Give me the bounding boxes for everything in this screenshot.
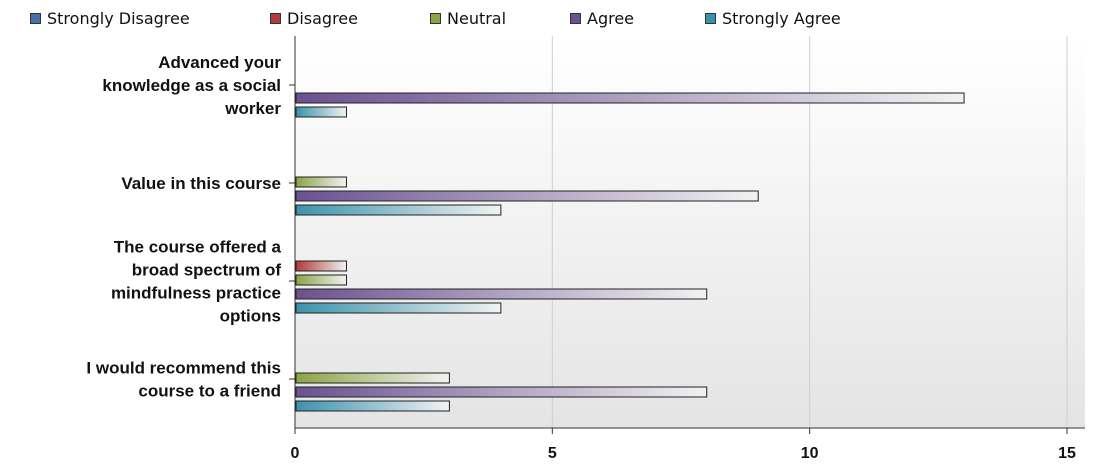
bar-agree [295,92,965,104]
bar-agree [295,288,708,300]
legend-label: Neutral [447,8,507,28]
legend-item-strongly-agree: Strongly Agree [705,8,841,28]
legend-swatch [430,12,441,24]
legend-swatch [570,12,581,24]
bar-strongly-agree [295,204,502,216]
legend-item-strongly-disagree: Strongly Disagree [30,8,190,28]
legend-swatch [705,12,716,24]
bar-neutral [295,176,347,188]
x-tick-label: 0 [291,445,300,462]
bar-agree [295,190,759,202]
legend-label: Strongly Agree [722,8,841,28]
legend-label: Agree [587,8,635,28]
category-label: knowledge as a social [102,76,281,95]
bar-strongly-agree [295,302,502,314]
bar-agree [295,386,708,398]
legend-item-neutral: Neutral [430,8,506,28]
category-label: worker [224,99,281,118]
chart-legend: Strongly Disagree Disagree Neutral Agree Str… [0,0,1095,36]
legend-label: Strongly Disagree [47,8,190,28]
legend-label: Disagree [287,8,358,28]
category-label: The course offered a [114,238,282,257]
x-tick-label: 5 [548,445,557,462]
category-label: broad spectrum of [132,261,282,280]
category-label: I would recommend this [86,359,281,378]
category-label: Value in this course [121,174,281,193]
category-label: course to a friend [138,382,281,401]
legend-swatch [270,12,281,24]
legend-item-disagree: Disagree [270,8,358,28]
x-tick-label: 10 [801,445,819,462]
legend-swatch [30,12,41,24]
bar-strongly-agree [295,106,347,118]
bar-strongly-agree [295,400,450,412]
bar-disagree [295,260,347,272]
legend-item-agree: Agree [570,8,634,28]
bar-neutral [295,274,347,286]
category-label: Advanced your [158,53,281,72]
bar-neutral [295,372,450,384]
category-label: options [220,307,281,326]
category-label: mindfulness practice [111,284,281,303]
x-tick-label: 15 [1058,445,1076,462]
